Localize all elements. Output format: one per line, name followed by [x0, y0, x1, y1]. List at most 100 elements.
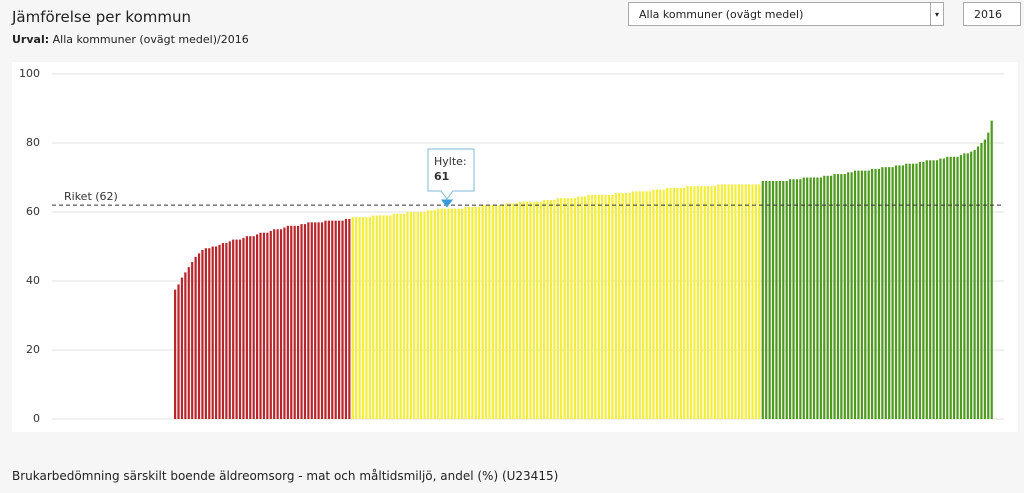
bar [727, 184, 730, 419]
bar [652, 189, 655, 419]
bar [361, 217, 365, 419]
bar [976, 146, 980, 419]
bar [785, 180, 788, 419]
region-dropdown[interactable]: Alla kommuner (ovägt medel) ▾ [628, 2, 944, 26]
bar [703, 186, 706, 419]
bar [935, 160, 939, 419]
bar [587, 194, 590, 419]
bar [611, 194, 614, 419]
bar [645, 191, 648, 419]
bar [765, 180, 768, 419]
year-value: 2016 [974, 8, 1002, 21]
bar [717, 184, 720, 419]
bar [303, 224, 307, 419]
bar [724, 184, 727, 419]
y-tick-label: 0 [33, 412, 40, 425]
bar [830, 175, 833, 419]
bar [204, 248, 207, 419]
bar [402, 213, 406, 419]
bar [286, 225, 289, 419]
bar [713, 186, 717, 419]
bar [771, 180, 775, 419]
bar [966, 153, 969, 419]
bar [625, 193, 628, 419]
bar [662, 189, 665, 419]
bar [420, 212, 423, 419]
bar [710, 186, 713, 419]
bar [590, 194, 594, 419]
bar [836, 174, 840, 419]
bar [201, 249, 204, 419]
bar [891, 167, 894, 419]
bar [840, 174, 843, 419]
bar [525, 201, 529, 419]
bar [191, 262, 194, 419]
bar [901, 165, 904, 419]
bar [512, 203, 515, 419]
bar [939, 158, 942, 419]
bar [775, 180, 778, 419]
bar [211, 246, 214, 419]
bar [310, 222, 313, 419]
bar [344, 218, 348, 419]
bar [505, 203, 508, 419]
year-dropdown[interactable]: 2016 [963, 2, 1021, 26]
bar [334, 220, 337, 419]
bar [221, 243, 225, 419]
bar [867, 170, 870, 419]
reference-label: Riket (62) [64, 190, 118, 203]
bar [471, 206, 474, 419]
bar [348, 218, 351, 419]
bar [392, 213, 395, 419]
bar [549, 199, 553, 419]
bar [406, 212, 409, 419]
bar [655, 189, 658, 419]
indicator-name: Brukarbedömning särskilt boende äldreoms… [12, 469, 559, 483]
bar [737, 184, 740, 419]
bar [912, 163, 915, 419]
bar [826, 175, 829, 419]
bar [580, 196, 583, 419]
bar [744, 184, 747, 419]
bar [946, 156, 949, 420]
bar [918, 161, 922, 419]
bar [799, 179, 802, 419]
bar [812, 177, 816, 419]
bar [519, 201, 522, 419]
bar [758, 184, 761, 419]
bar [925, 160, 928, 419]
bar [642, 191, 645, 419]
bar [631, 191, 635, 419]
bar [676, 187, 679, 419]
bar [228, 241, 231, 419]
bar [953, 156, 956, 420]
bar [604, 194, 607, 419]
bar [843, 174, 846, 419]
bar [956, 156, 959, 420]
selection-value: Alla kommuner (ovägt medel)/2016 [52, 33, 249, 46]
bar [748, 184, 751, 419]
bar [860, 170, 863, 419]
region-value: Alla kommuner (ovägt medel) [639, 8, 804, 21]
bar [396, 213, 399, 419]
bar [440, 208, 443, 419]
tooltip-name: Hylte: [434, 155, 467, 168]
bar [300, 224, 303, 419]
bar [454, 208, 457, 419]
bar [273, 229, 276, 419]
bar [536, 201, 539, 419]
bar [751, 184, 754, 419]
bar [823, 175, 826, 419]
bar [502, 205, 505, 419]
bar [235, 239, 238, 419]
bar [546, 199, 549, 419]
bar [802, 177, 805, 419]
bar [973, 149, 976, 419]
bar [584, 196, 587, 419]
bar [447, 208, 450, 419]
bar [269, 230, 272, 419]
bar [225, 243, 228, 419]
bar [563, 198, 566, 419]
bar [700, 186, 703, 419]
bar [659, 189, 662, 419]
